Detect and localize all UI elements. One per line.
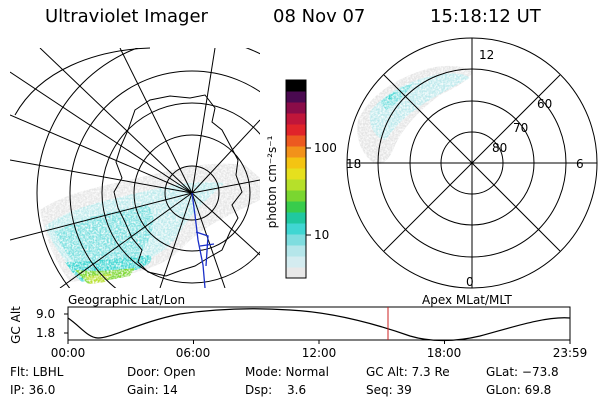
colorbar-tick-10: 10 [314,228,329,242]
mlt-label-6: 6 [576,157,584,171]
mlat-label-60: 60 [537,97,552,111]
colorbar-swatch [286,135,306,147]
colorbar-tick-100: 100 [314,141,337,155]
mode-status: Mode: Normal [245,365,329,379]
geo-aurora [30,160,260,288]
geographic-map [10,48,260,288]
colorbar-swatch [286,223,306,235]
continent-outline [113,94,243,277]
colorbar-swatch [286,179,306,191]
mlt-label-0: 0 [466,275,474,289]
spacecraft-footprint [191,192,215,288]
colorbar-swatch [286,157,306,169]
colorbar-swatch [286,146,306,158]
colorbar-label: photon cm⁻²s⁻¹ [265,135,279,228]
geo-meridians [10,48,260,288]
dsp-label: Dsp: [245,383,272,397]
door-status: Door: Open [127,365,196,379]
colorbar-swatch [286,80,306,92]
colorbar-swatch [286,212,306,224]
time-tick-0600: 06:00 [176,346,211,360]
altitude-curve [67,308,571,342]
colorbar-swatch [286,113,306,125]
colorbar-swatch [286,267,306,279]
apex-map: 12 18 6 0 60 70 80 [346,37,598,289]
colorbar-swatch [286,245,306,257]
observation-time: 15:18:12 UT [430,6,541,27]
gain-value: Gain: 14 [127,383,178,397]
geo-latitude: GLat: −73.8 [486,365,559,379]
colorbar-swatch [286,168,306,180]
time-tick-2359: 23:59 [553,346,588,360]
observation-date: 08 Nov 07 [273,6,366,27]
time-tick-1200: 12:00 [302,346,337,360]
colorbar-swatch [286,190,306,202]
time-tick-0000: 00:00 [51,346,86,360]
dsp-value: 3.6 [287,383,306,397]
mlt-label-18: 18 [346,157,361,171]
instrument-status: Flt: LBHL Door: Open Mode: Normal GC Alt… [10,365,559,397]
alt-tick-min: 1.8 [36,326,55,340]
time-tick-1800: 18:00 [427,346,462,360]
mlat-label-70: 70 [513,121,528,135]
colorbar-swatch [286,102,306,114]
ip-value: IP: 36.0 [10,383,55,397]
geo-latitude-grid [36,48,260,288]
filter-status: Flt: LBHL [10,365,64,379]
colorbar-swatch [286,124,306,136]
apex-map-label: Apex MLat/MLT [422,293,512,307]
color-scale: 100 10 photon cm⁻²s⁻¹ [265,79,337,279]
geo-map-label: Geographic Lat/Lon [68,293,185,307]
colorbar-swatch [286,256,306,268]
mlt-label-12: 12 [479,48,494,62]
colorbar-swatch [286,201,306,213]
geo-horizon-arc [14,47,151,116]
alt-axis-label: GC Alt [9,306,23,344]
gc-altitude: GC Alt: 7.3 Re [366,365,450,379]
altitude-timeline: 9.0 1.8 GC Alt 00:00 06:00 12:00 18:00 2… [9,306,587,360]
instrument-title: Ultraviolet Imager [45,6,208,27]
alt-tick-max: 9.0 [36,307,55,321]
colorbar-swatch [286,91,306,103]
sequence-number: Seq: 39 [366,383,412,397]
geo-longitude: GLon: 69.8 [486,383,551,397]
mlat-label-80: 80 [492,141,507,155]
colorbar-swatch [286,234,306,246]
